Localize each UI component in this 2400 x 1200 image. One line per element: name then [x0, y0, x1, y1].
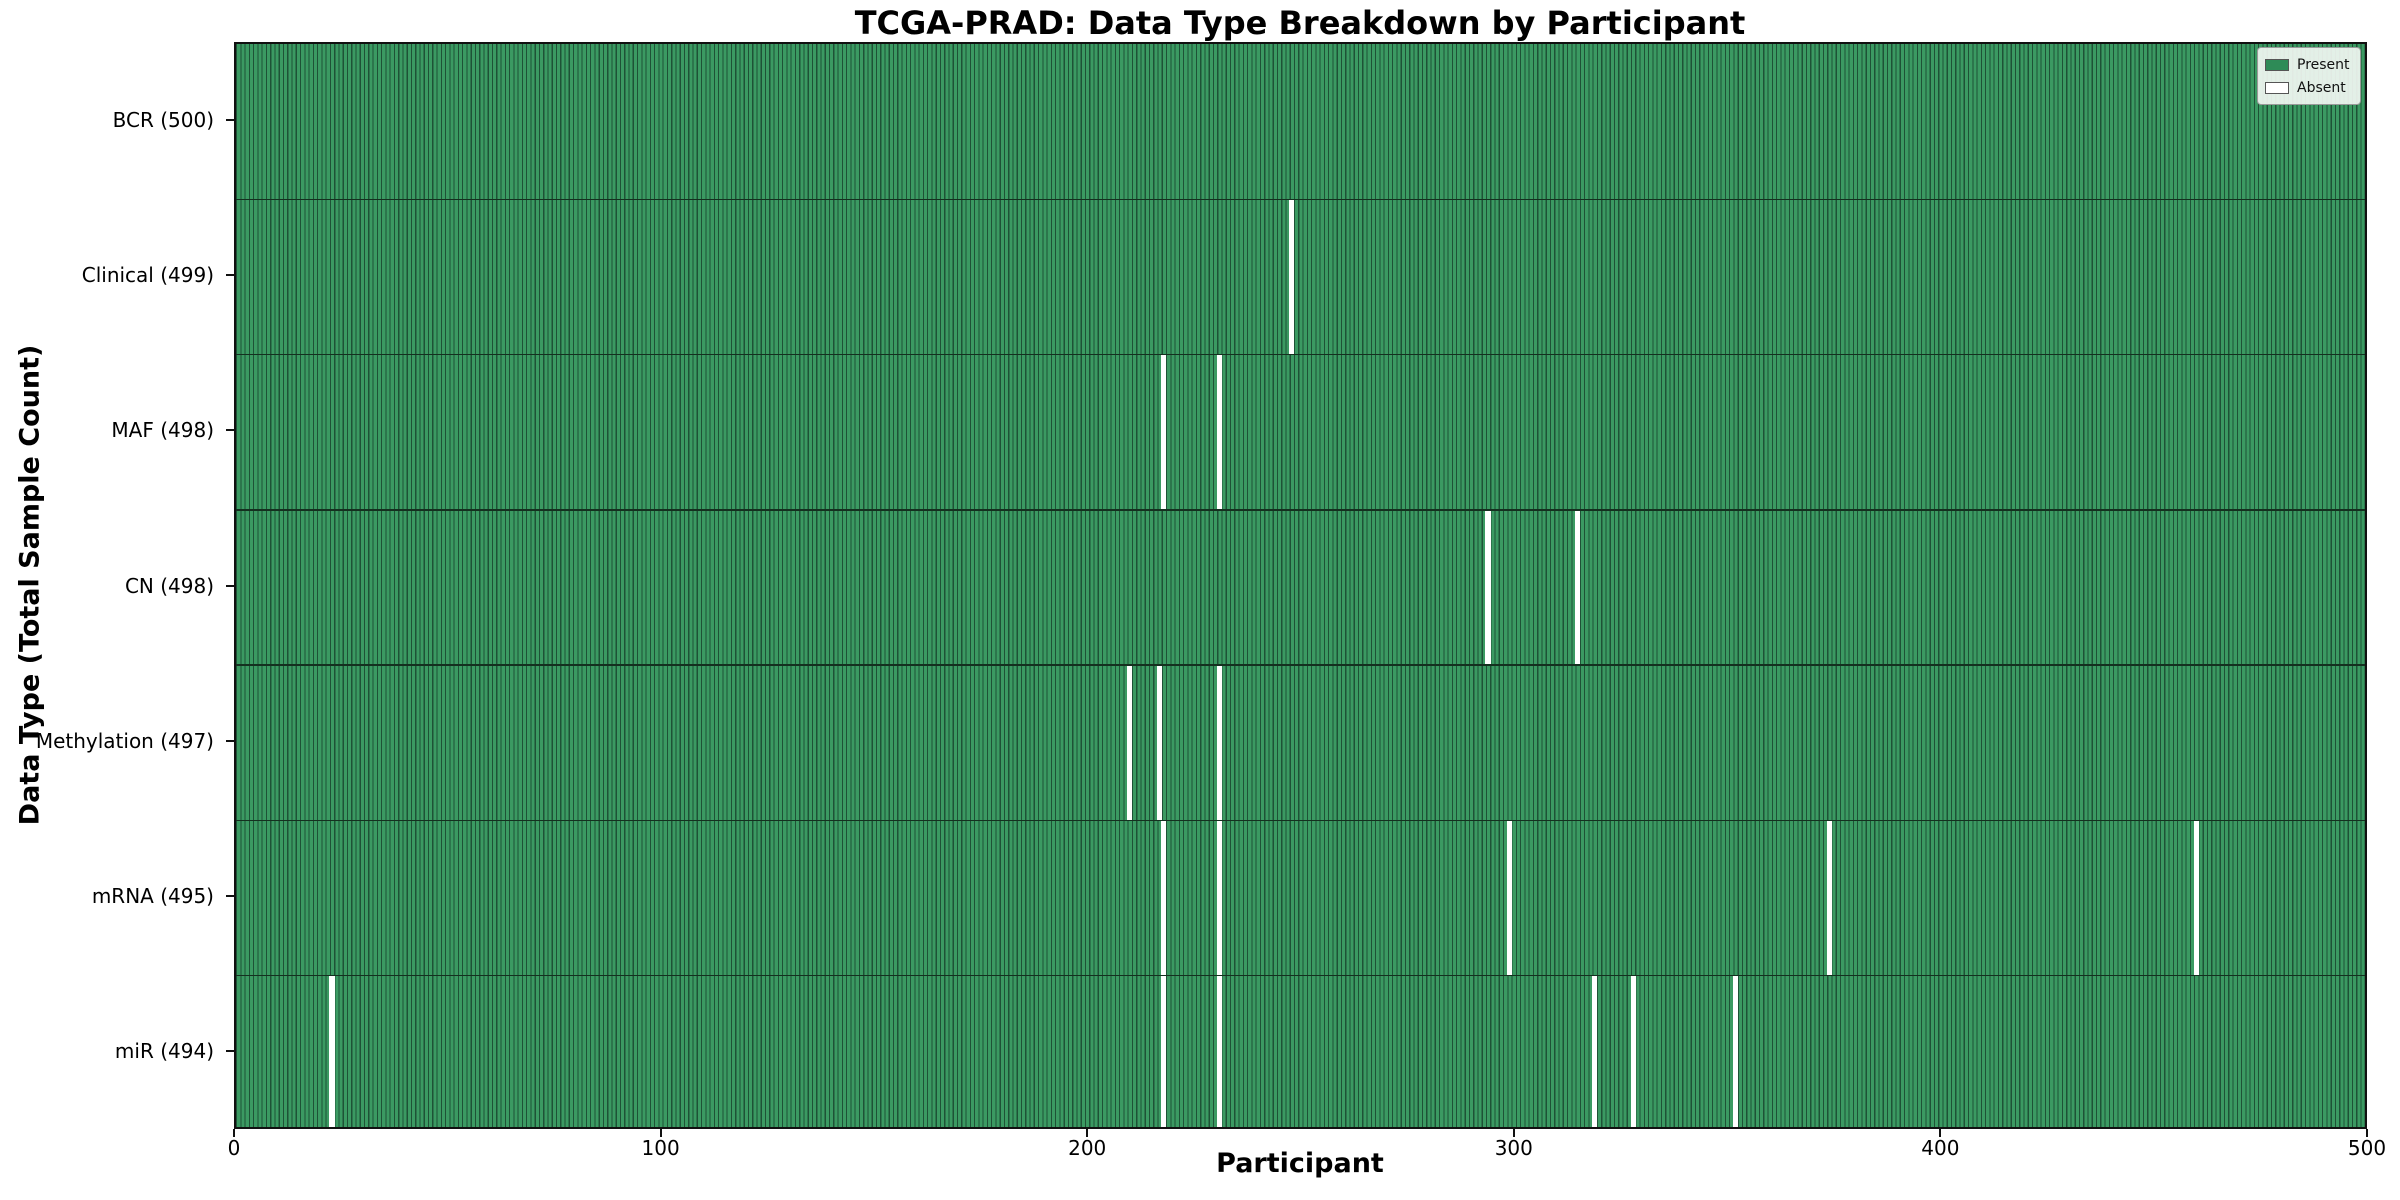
y-tick-mark: [226, 584, 234, 587]
absent-gap: [1826, 820, 1832, 976]
x-tick-mark: [1512, 1129, 1515, 1137]
absent-gap: [1216, 820, 1222, 976]
y-tick-label: mRNA (495): [91, 884, 214, 909]
row-separator: [236, 198, 2365, 200]
absent-gap: [1161, 820, 1167, 976]
absent-gap: [1216, 354, 1222, 510]
x-tick-label: 200: [1068, 1136, 1107, 1160]
row-separator: [236, 353, 2365, 356]
y-tick-mark: [226, 739, 234, 742]
x-tick-mark: [1086, 1129, 1089, 1137]
x-axis-label: Participant: [1216, 1148, 1384, 1179]
chart-title: TCGA-PRAD: Data Type Breakdown by Partic…: [854, 4, 1746, 42]
x-tick-mark: [2366, 1129, 2368, 1137]
x-tick-mark: [659, 1129, 662, 1137]
row-separator: [236, 819, 2365, 822]
absent-gap: [1289, 199, 1295, 355]
absent-gap: [1575, 509, 1581, 666]
y-tick-label: BCR (500): [112, 107, 214, 132]
absent-gap: [1161, 975, 1167, 1127]
row-separator: [236, 664, 2365, 666]
y-tick-mark: [226, 1050, 234, 1053]
row-band-Clinical: [236, 199, 2365, 355]
row-band-miR: [236, 975, 2365, 1127]
x-tick-mark: [1939, 1129, 1942, 1137]
absent-gap: [329, 975, 335, 1127]
x-tick-label: 400: [1921, 1136, 1960, 1160]
row-separator: [236, 509, 2365, 511]
y-tick-mark: [226, 429, 234, 432]
y-tick-mark: [226, 895, 234, 898]
plot-area: Present Absent: [234, 42, 2367, 1129]
legend-entry-present: Present: [2265, 53, 2353, 76]
absent-gap: [2193, 820, 2199, 976]
x-tick-label: 0: [227, 1136, 241, 1160]
absent-gap: [1630, 975, 1636, 1127]
row-band-MAF: [236, 354, 2365, 510]
legend-label-present: Present: [2297, 56, 2350, 73]
legend-entry-absent: Absent: [2265, 76, 2353, 99]
x-tick-label: 500: [2347, 1136, 2387, 1160]
absent-gap: [1127, 665, 1133, 821]
y-tick-label: CN (498): [124, 573, 214, 598]
absent-gap: [1216, 975, 1222, 1127]
y-tick-label: miR (494): [114, 1039, 214, 1064]
absent-gap: [1161, 354, 1167, 510]
y-tick-label: Clinical (499): [81, 262, 214, 287]
x-tick-label: 300: [1494, 1136, 1533, 1160]
x-tick-mark: [233, 1129, 235, 1137]
y-tick-label: MAF (498): [111, 418, 214, 443]
row-band-BCR: [236, 44, 2365, 200]
row-band-mRNA: [236, 820, 2365, 976]
y-tick-mark: [226, 273, 234, 276]
absent-gap: [1156, 665, 1163, 821]
row-separator: [236, 975, 2365, 977]
row-band-CN: [236, 509, 2365, 666]
absent-gap: [1592, 975, 1598, 1127]
legend-swatch-absent-icon: [2265, 81, 2289, 94]
absent-gap: [1216, 665, 1222, 821]
absent-gap: [1485, 509, 1491, 666]
absent-gap: [1732, 975, 1739, 1127]
y-tick-mark: [226, 118, 234, 121]
y-tick-label: Methylation (497): [35, 728, 214, 753]
x-tick-label: 100: [641, 1136, 680, 1160]
y-axis-label: Data Type (Total Sample Count): [14, 344, 46, 826]
absent-gap: [1506, 820, 1512, 976]
row-band-Methylation: [236, 665, 2365, 821]
legend-swatch-present-icon: [2265, 58, 2289, 71]
legend-label-absent: Absent: [2297, 79, 2346, 96]
legend: Present Absent: [2257, 47, 2361, 105]
